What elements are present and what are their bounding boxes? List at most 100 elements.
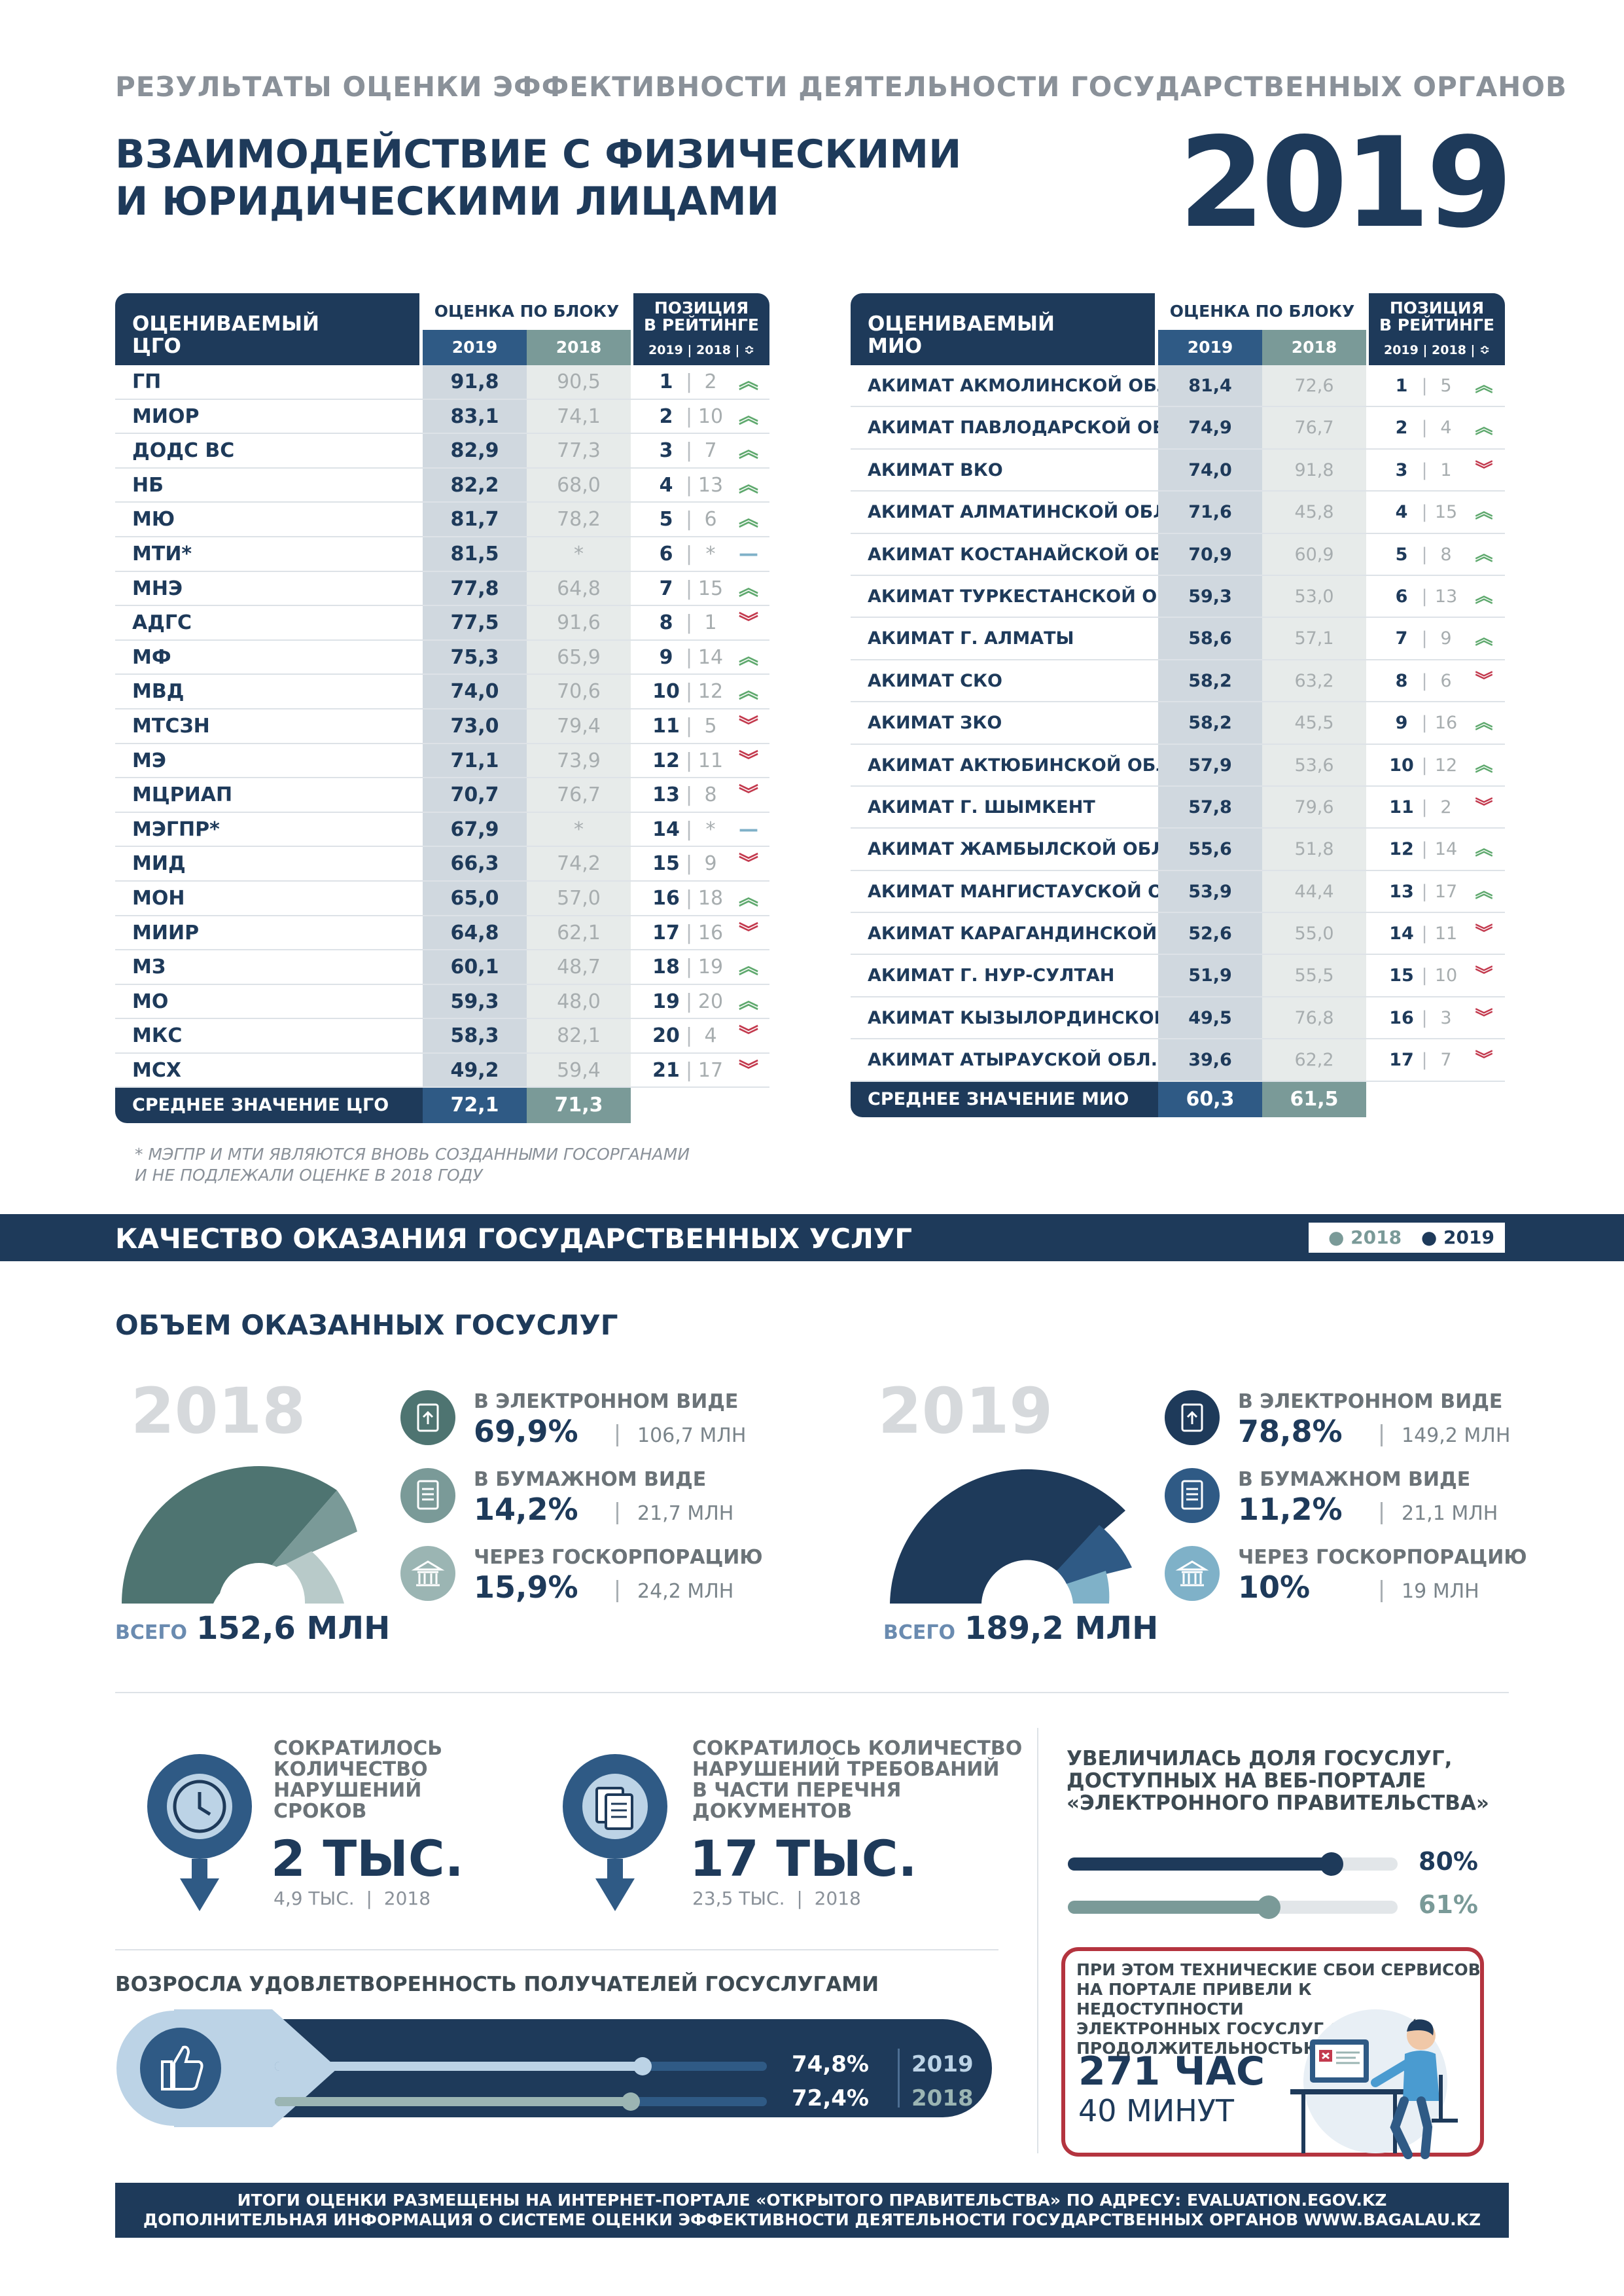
item-percent: 11,2% [1238,1492,1343,1527]
row-position-2019: 3 [659,439,673,463]
documents-pin-icon [563,1754,667,1911]
row-score-2018: 64,8 [527,571,631,605]
row-score-2019: 73,0 [423,709,527,743]
row-position-2018: 17 [697,1058,724,1082]
row-score-2019: 77,8 [423,571,527,605]
row-name: МСХ [132,1058,181,1082]
trend-up-icon: ︽ [739,886,758,910]
row-score-2019: 70,9 [1158,533,1262,575]
row-name: МФ [132,645,171,669]
row-separator: | [1421,1007,1428,1028]
table-row: МЭ 71,1 73,9 12 | 11 ︾ [115,744,769,779]
sat-fill [275,2062,643,2071]
table-row: АДГС 77,5 91,6 8 | 1 ︾ [115,606,769,641]
year-legend: ● 2018 ● 2019 [1309,1223,1505,1253]
semi-donut-2019 [890,1469,1132,1610]
row-separator: | [686,852,693,876]
row-name: ГП [132,370,162,393]
row-separator: | [1421,628,1428,649]
table-row: МО 59,3 48,0 19 | 20 ︽ [115,984,769,1020]
trend-up-icon: ︽ [739,645,758,669]
row-name: АКИМАТ ПАВЛОДАРСКОЙ ОБЛ. [868,418,1188,439]
row-score-2019: 71,6 [1158,492,1262,533]
trend-up-icon: ︽ [739,956,758,979]
row-separator: | [686,1058,693,1082]
super-title: РЕЗУЛЬТАТЫ ОЦЕНКИ ЭФФЕКТИВНОСТИ ДЕЯТЕЛЬН… [115,71,1567,103]
row-name: АДГС [132,611,192,635]
row-score-2018: 72,6 [1262,365,1366,406]
table-row: МОН 65,0 57,0 16 | 18 ︽ [115,881,769,916]
table-row: НБ 82,2 68,0 4 | 13 ︽ [115,468,769,503]
row-score-2019: 58,2 [1158,660,1262,702]
row-score-2019: 57,9 [1158,744,1262,785]
score-header: ОЦЕНКА ПО БЛОКУ 2019 2018 [1158,293,1366,365]
row-position-2018: 1 [704,611,717,635]
row-position-2019: 7 [1395,628,1408,649]
row-position-2018: 13 [697,473,724,497]
table-row: МЭГПР* 67,9 * 14 | * — [115,812,769,848]
trend-down-icon: ︾ [1475,797,1493,817]
row-separator: | [686,783,693,807]
row-score-2018: 44,4 [1262,870,1366,912]
row-position-2018: 11 [1434,924,1458,944]
volume-total-2018: ВСЕГО 152,6 МЛН [115,1610,390,1647]
row-score-2019: 75,3 [423,640,527,674]
row-score-2019: 82,2 [423,468,527,502]
row-score-2018: 79,6 [1262,786,1366,828]
row-position-2019: 11 [652,714,680,738]
portal-knob [1257,1895,1281,1919]
row-separator: | [686,749,693,772]
row-position-2018: 6 [1440,670,1452,691]
row-position-2018: 5 [704,714,717,738]
row-score-2019: 81,7 [423,503,527,536]
row-position-2019: 12 [652,749,680,772]
trend-up-icon: ︽ [1475,502,1493,523]
year-badge: 2019 [1178,111,1513,255]
row-position-2019: 9 [1395,713,1408,734]
table-row: АКИМАТ АКТЮБИНСКОЙ ОБЛ. 57,9 53,6 10 | 12 ︽ [851,744,1505,787]
row-score-2019: 58,3 [423,1019,527,1052]
row-name: АКИМАТ ТУРКЕСТАНСКОЙ ОБЛ. [868,586,1192,607]
item-percent: 14,2% [474,1492,578,1527]
item-label: В ЭЛЕКТРОННОМ ВИДЕ [1238,1390,1503,1413]
portal-knob [1320,1852,1344,1876]
row-position-2018: 4 [704,1024,717,1048]
row-score-2019: 77,5 [423,606,527,639]
row-score-2018: 62,1 [527,916,631,950]
year-2018-header: 2018 [1262,330,1366,365]
segment-gosk [285,1551,344,1604]
row-name: АКИМАТ МАНГИСТАУСКОЙ ОБЛ. [868,881,1198,902]
trend-up-icon: ︽ [1475,628,1493,649]
segment-paper [261,1490,357,1577]
row-score-2019: 49,5 [1158,997,1262,1039]
year-2019-header: 2019 [423,330,527,365]
row-separator: | [1421,376,1428,396]
row-position-2019: 5 [1395,544,1408,565]
total-value: 152,6 МЛН [196,1610,391,1647]
row-separator: | [686,645,693,669]
row-separator: | [1421,459,1428,480]
row-position-2019: 12 [1389,839,1414,860]
row-position-2018: 14 [1434,839,1458,860]
row-name: НБ [132,473,164,497]
portal-fill [1068,1901,1269,1914]
row-position-2018: 7 [1440,1050,1452,1071]
row-score-2019: 71,1 [423,744,527,778]
volume-year-2018: 2018 [131,1374,306,1448]
row-position-2018: 2 [1440,797,1452,817]
item-volume: 106,7 МЛН [637,1424,747,1447]
row-separator: | [1421,502,1428,523]
row-name: АКИМАТ КОСТАНАЙСКОЙ ОБЛ. [868,544,1185,565]
table-row: ДОДС ВС 82,9 77,3 3 | 7 ︽ [115,434,769,469]
row-separator: | [686,577,693,600]
row-score-2019: 64,8 [423,916,527,950]
table-row: МЦРИАП 70,7 76,7 13 | 8 ︾ [115,778,769,813]
row-score-2018: 82,1 [527,1019,631,1052]
item-label: В ЭЛЕКТРОННОМ ВИДЕ [474,1390,739,1413]
row-name: АКИМАТ Г. АЛМАТЫ [868,628,1074,649]
row-score-2019: 74,0 [423,675,527,708]
outage-hours: 271 ЧАС [1078,2049,1265,2094]
row-name: МИОР [132,404,200,428]
row-name: МО [132,990,169,1013]
cgo-table: ОЦЕНИВАЕМЫЙ ЦГО ОЦЕНКА ПО БЛОКУ 2019 201… [115,293,769,1124]
